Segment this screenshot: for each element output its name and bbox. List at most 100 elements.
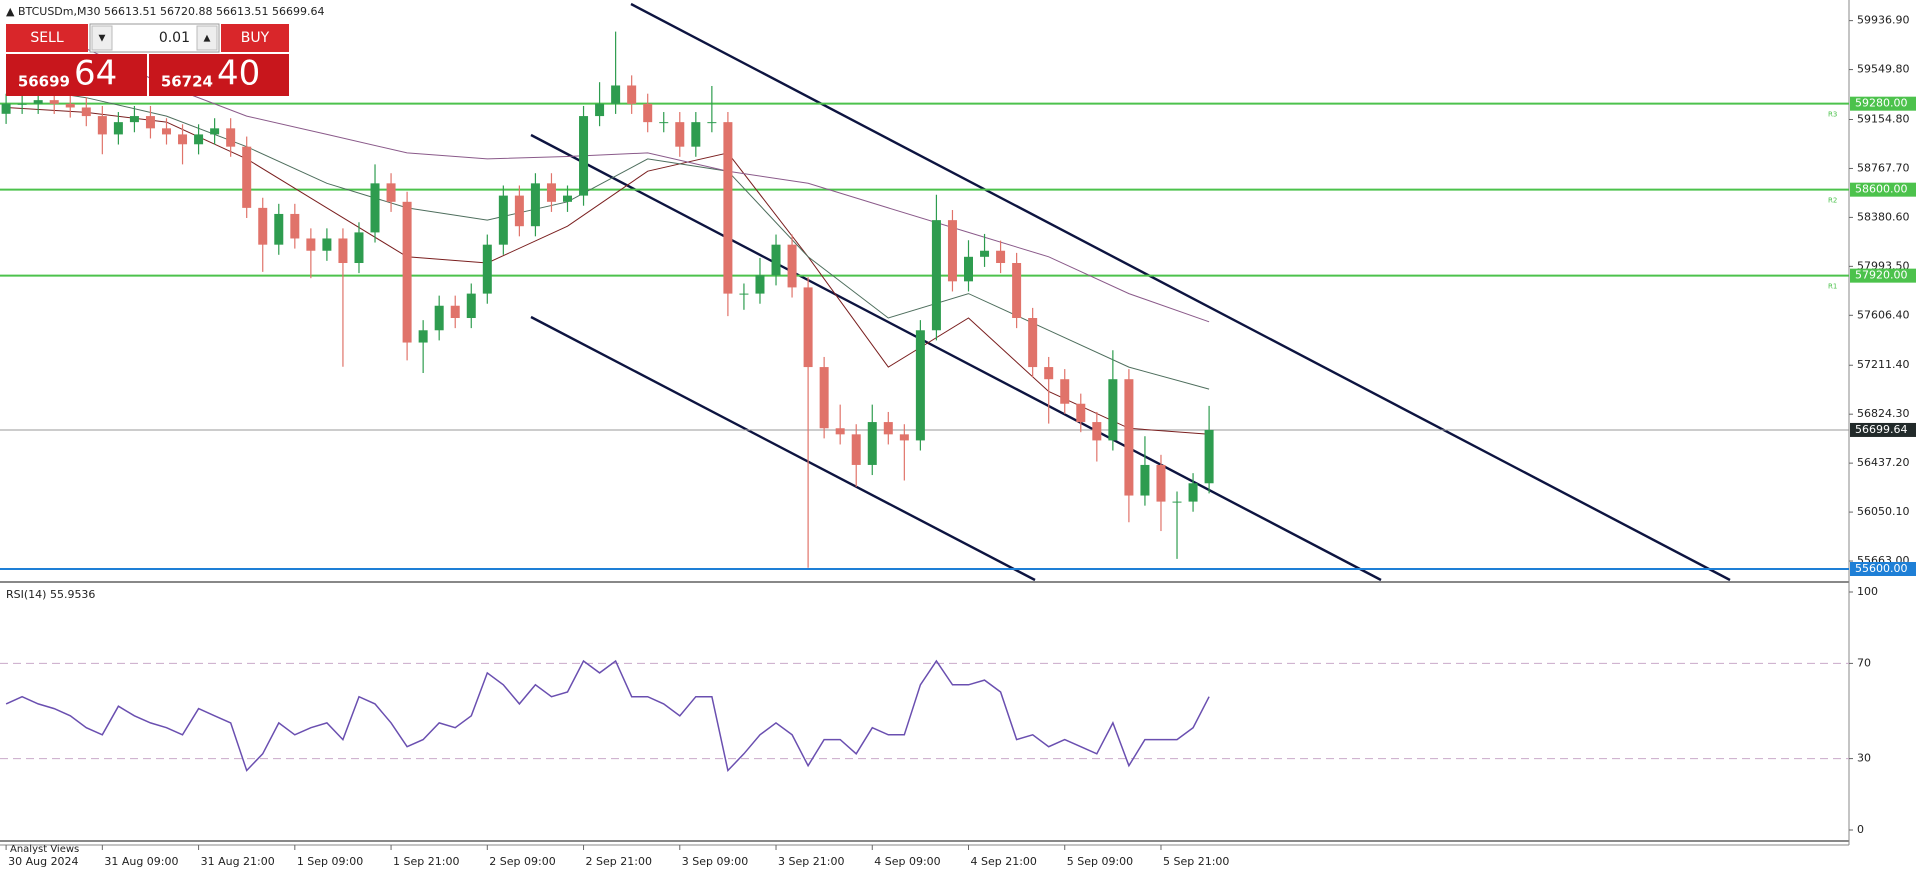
y-tick-label: 58380.60 [1857, 210, 1910, 223]
candle-body [386, 183, 396, 202]
candle-body [306, 238, 316, 251]
x-tick-label: 1 Sep 21:00 [393, 855, 459, 868]
moving-average [6, 107, 1210, 435]
rsi-title: RSI(14) 55.9536 [6, 588, 95, 601]
lot-down-icon: ▼ [99, 34, 106, 44]
y-tick-label: 56050.10 [1857, 505, 1910, 518]
candle-body [707, 122, 717, 124]
trendline [530, 133, 1382, 582]
candle-body [643, 103, 653, 123]
candle-body [691, 122, 701, 147]
candle-body [1204, 429, 1214, 484]
level-tag [1850, 561, 1916, 576]
trade-panel: SELL ▼ ▲ 0.01 BUY 56699 64 56724 40 [6, 23, 289, 96]
x-tick-label: 5 Sep 21:00 [1163, 855, 1229, 868]
x-tick-label: 4 Sep 21:00 [971, 855, 1037, 868]
candle-body [242, 146, 252, 208]
candle-body [145, 116, 155, 129]
trendline [530, 315, 1036, 582]
candle-body [787, 244, 797, 288]
candle-body [290, 213, 300, 239]
candle-body [354, 232, 364, 264]
bid-box[interactable] [6, 54, 147, 96]
candle-body [723, 122, 733, 294]
x-tick-label: 4 Sep 09:00 [874, 855, 940, 868]
lot-up[interactable] [196, 25, 218, 51]
candle-body [1140, 464, 1150, 496]
candle-body [1060, 379, 1070, 404]
level-tag-label: 58600.00 [1855, 183, 1908, 196]
candle-body [803, 287, 813, 368]
candle-body [1044, 367, 1054, 380]
candle-body [81, 107, 91, 117]
candle-body [771, 244, 781, 276]
level-name: R3 [1828, 111, 1837, 119]
level-tag-label: 55600.00 [1855, 562, 1908, 575]
y-tick-label: 59936.90 [1857, 14, 1910, 27]
candle-body [210, 128, 220, 135]
candle-body [867, 422, 877, 465]
candle-body [1172, 501, 1182, 503]
candle-body [226, 128, 236, 147]
candle-body [1156, 464, 1166, 502]
sell-button[interactable] [6, 24, 88, 52]
candle-body [980, 250, 990, 257]
candle-body [627, 85, 637, 104]
candle-body [851, 434, 861, 465]
ask-big: 40 [217, 54, 260, 94]
candle-body [931, 220, 941, 331]
candle-body [482, 244, 492, 294]
y-tick-label: 57211.40 [1857, 358, 1910, 371]
x-tick-label: 3 Sep 21:00 [778, 855, 844, 868]
candle-body [370, 183, 380, 233]
candle-body [450, 305, 460, 319]
candle-body [595, 103, 605, 117]
candle-body [675, 122, 685, 147]
level-tag-label: 59280.00 [1855, 97, 1908, 110]
lot-down[interactable] [91, 25, 113, 51]
candle-body [274, 213, 284, 245]
candle-body [964, 256, 973, 282]
candle-body [17, 103, 27, 105]
candle-body [194, 134, 204, 145]
moving-average [6, 85, 1210, 390]
candle-body [883, 422, 893, 435]
sell-label: SELL [30, 30, 64, 46]
current-price-label: 56699.64 [1855, 423, 1908, 436]
y-tick-label: 56824.30 [1857, 407, 1910, 420]
candle-body [418, 330, 428, 343]
ask-box[interactable] [149, 54, 289, 96]
candle-body [1188, 483, 1198, 502]
y-tick-label: 56437.20 [1857, 456, 1910, 469]
candle-body [1076, 403, 1086, 423]
x-tick-label: 31 Aug 09:00 [104, 855, 178, 868]
x-tick-label: 5 Sep 09:00 [1067, 855, 1133, 868]
rsi-line [5, 659, 1210, 773]
trendline [630, 2, 1731, 582]
x-tick-label: 2 Sep 09:00 [489, 855, 555, 868]
x-tick-label: 30 Aug 2024 [8, 855, 78, 868]
y-tick-label: 59154.80 [1857, 113, 1910, 126]
candle-body [659, 122, 669, 124]
level-tag [1850, 96, 1916, 111]
bid-big: 64 [74, 54, 117, 94]
candle-body [819, 367, 829, 429]
candle-body [996, 250, 1006, 264]
level-name: R1 [1828, 283, 1837, 291]
current-price-tag [1850, 422, 1916, 437]
candle-body [33, 100, 43, 104]
candle-body [1124, 379, 1134, 496]
x-tick-label: 2 Sep 21:00 [586, 855, 652, 868]
candle-body [338, 238, 348, 264]
buy-button[interactable] [221, 24, 289, 52]
footer-tab[interactable]: Analyst Views [10, 844, 79, 855]
candle-body [1012, 263, 1022, 319]
candle-body [322, 238, 332, 251]
moving-average [5, 23, 1210, 323]
ask-main: 56724 [161, 73, 213, 91]
candle-body [1, 103, 11, 114]
rsi-tick-label: 70 [1857, 656, 1871, 669]
level-tag-label: 57920.00 [1855, 269, 1908, 282]
candle-body [947, 220, 957, 282]
